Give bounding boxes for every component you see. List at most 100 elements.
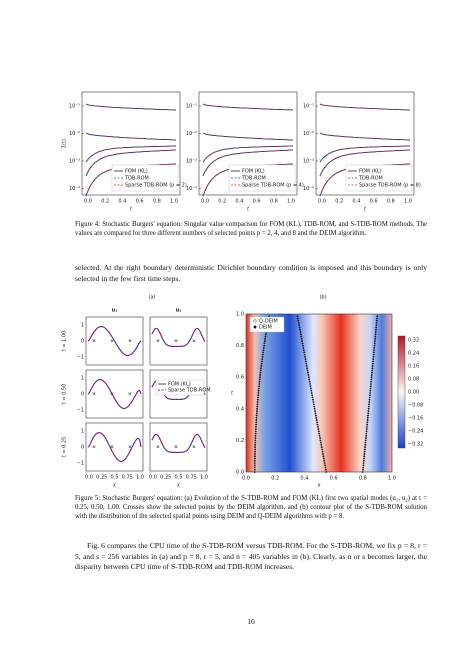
y-tick-label: 10⁻⁴ [186,186,197,192]
y-tick-label: 10⁻² [69,131,80,137]
x-tick-label: 0.5 [175,475,183,481]
selected-point [256,398,259,401]
selected-point [301,342,304,345]
selected-point [376,317,378,320]
x-tick-label: 1.0 [170,199,178,205]
selected-point [256,405,259,408]
x-tick-label: 1.0 [136,475,144,481]
selected-point [369,387,372,390]
y-tick-label: 1 [81,323,84,329]
selected-point [300,337,303,340]
selected-point [367,407,370,410]
y-tick-label: 0.4 [236,406,244,412]
selected-point [373,342,376,345]
y-tick-label: 0.0 [236,470,244,476]
x-tick-label: 0.4 [235,199,243,205]
selected-point [254,439,257,442]
selected-point [263,342,266,345]
selected-point [366,425,368,428]
curve [202,132,294,141]
selected-point [318,434,321,437]
selected-point [309,383,311,385]
y-tick-label: 1 [81,376,84,382]
selected-point [306,367,309,370]
y-tick-label: 10⁻³ [69,159,80,165]
y-tick-label: 10⁻³ [186,159,197,165]
legend-label: TDB-ROM [358,176,383,182]
selected-point [254,428,257,431]
marker: ✕ [110,445,114,451]
x-tick-label: 1.0 [200,475,208,481]
marker: ✕ [174,445,178,451]
selected-point [299,333,302,336]
marker: ✕ [192,339,196,345]
y-tick-label: 10⁻¹ [303,104,314,110]
colorbar-tick-label: −0.08 [408,403,423,409]
selected-point [312,403,315,406]
selected-point [369,392,371,394]
selected-point [365,434,368,437]
marker: ✕ [92,445,96,451]
selected-point [367,410,370,412]
axes-frame [149,369,208,419]
selected-point [369,385,372,388]
x-tick-label: 0.8 [270,199,278,205]
selected-point [368,396,371,399]
paragraph: selected. At the right boundary determin… [75,263,427,283]
selected-point [309,385,312,388]
selected-point [375,328,377,331]
y-tick-label: 10⁻³ [303,159,314,165]
legend-label: DEIM [259,325,272,331]
curve [85,149,177,177]
x-tick-label: 0.5 [111,475,119,481]
selected-point [261,353,264,356]
selected-point [257,392,260,394]
selected-point [258,378,261,381]
selected-point [368,394,371,397]
selected-point [254,432,257,435]
selected-point [365,437,367,440]
y-tick-label: −1 [77,355,84,361]
y-tick-label: 10⁻⁴ [69,186,80,192]
curve [151,327,206,347]
curve [87,379,142,409]
x-tick-label: 0.4 [118,199,126,205]
selected-point [300,335,303,338]
y-tick-label: 10⁻¹ [69,104,80,110]
selected-point [324,466,327,469]
selected-point [362,468,364,471]
curve [85,132,177,141]
selected-point [374,333,377,336]
selected-point [305,365,308,367]
legend-label: FOM (KL) [125,169,148,175]
x-axis-label: x [317,483,321,489]
selected-point [254,441,257,444]
selected-point [367,405,370,408]
curve [87,432,142,462]
selected-point [363,455,366,458]
selected-point [304,358,307,361]
selected-point [362,466,365,469]
selected-point [373,340,376,342]
axes-frame [149,316,208,366]
selected-point [375,322,378,324]
curve [202,145,294,163]
legend-marker [253,319,257,323]
selected-point [372,351,375,354]
selected-point [305,362,308,365]
selected-point [371,369,374,372]
selected-point [307,374,310,376]
x-tick-label: 0.2 [218,199,226,205]
marker: ✕ [156,339,160,345]
curve [319,145,411,163]
selected-point [313,405,316,408]
selected-point [257,396,259,399]
selected-point [314,410,316,412]
selected-point [253,462,256,464]
selected-point [310,389,313,392]
y-tick-label: −1 [77,461,84,467]
y-tick-label: 10⁻¹ [186,104,197,110]
selected-point [316,421,319,424]
